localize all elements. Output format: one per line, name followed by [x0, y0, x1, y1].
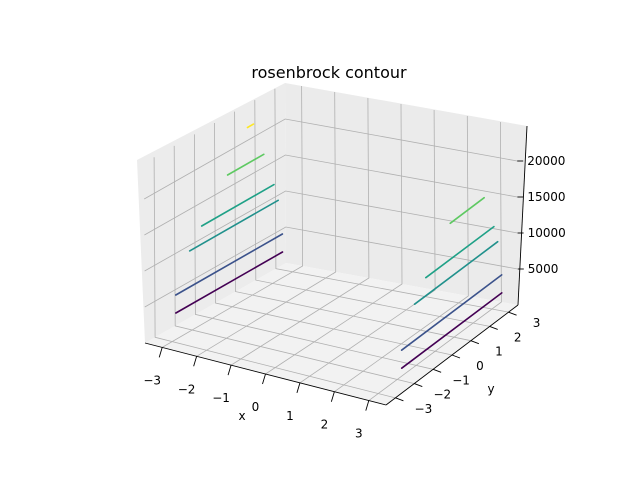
contour-line: [400, 274, 503, 352]
x-tick-label: 2: [321, 418, 329, 432]
y-tick-label: −3: [415, 402, 433, 416]
y-tick-label: 1: [495, 345, 503, 359]
y-tick-label: −2: [433, 388, 451, 402]
x-gridline: [230, 97, 370, 366]
z-tick-label: 15000: [527, 190, 565, 204]
y-gridline: [274, 88, 509, 313]
axis-lines: [144, 125, 528, 411]
y-tick-label: 0: [476, 359, 484, 373]
z-tick-label: 10000: [528, 226, 566, 240]
z-gridline: [144, 226, 518, 308]
floor-pane: [145, 263, 518, 405]
axis-panes: [137, 83, 527, 405]
z-tick-label: 20000: [527, 154, 565, 168]
x-tick: [227, 365, 232, 376]
x-gridline: [196, 91, 337, 357]
y-gridline: [173, 145, 415, 384]
back-pane: [285, 83, 527, 305]
contour-line: [413, 240, 499, 306]
contour-line: [449, 196, 486, 225]
x-tick-label: −1: [212, 391, 230, 405]
y-tick: [414, 383, 423, 387]
x-tick: [365, 400, 370, 411]
y-tick: [395, 397, 404, 402]
y-axis-label: y: [487, 382, 494, 396]
x-axis-label: x: [238, 409, 245, 423]
contour-lines: [175, 123, 503, 370]
x-tick: [262, 373, 266, 385]
y-tick-label: 3: [533, 316, 541, 330]
x-gridline: [265, 103, 403, 375]
contour-line: [246, 123, 255, 129]
y-tick: [451, 354, 461, 359]
y-gridline: [214, 122, 453, 356]
z-gridline: [144, 154, 518, 236]
y-gridline: [194, 134, 434, 370]
x-tick-label: 1: [286, 409, 294, 423]
y-tick-label: 2: [514, 330, 522, 344]
contour-line: [188, 199, 280, 252]
contour-line: [424, 225, 495, 279]
z-gridline: [144, 190, 518, 272]
x-tick-label: −3: [143, 373, 161, 387]
y-tick: [432, 368, 442, 373]
x-gridline: [334, 115, 469, 393]
x-tick: [330, 391, 335, 402]
x-tick-label: −2: [178, 382, 196, 396]
z-axis-line: [517, 125, 528, 306]
contour-line: [175, 251, 284, 314]
contour-line: [400, 292, 503, 370]
x-gridline: [299, 109, 436, 384]
y-tick-label: −1: [452, 373, 470, 387]
contour-line: [226, 153, 265, 176]
x-tick-label: 0: [252, 400, 260, 414]
contour-line: [200, 183, 275, 227]
z-tick-label: 5000: [528, 262, 559, 276]
x-gridline: [368, 121, 502, 401]
y-tick: [508, 311, 517, 316]
contour-line: [175, 233, 284, 296]
x-tick: [296, 382, 301, 393]
y-tick: [470, 340, 480, 345]
y-gridline: [153, 157, 396, 399]
y-tick: [489, 326, 498, 330]
x-gridline: [161, 85, 304, 348]
x-tick: [193, 356, 198, 367]
chart-title: rosenbrock contour: [251, 63, 407, 82]
x-tick: [158, 347, 163, 358]
x-tick-label: 3: [355, 427, 363, 441]
z-gridline: [144, 118, 518, 200]
